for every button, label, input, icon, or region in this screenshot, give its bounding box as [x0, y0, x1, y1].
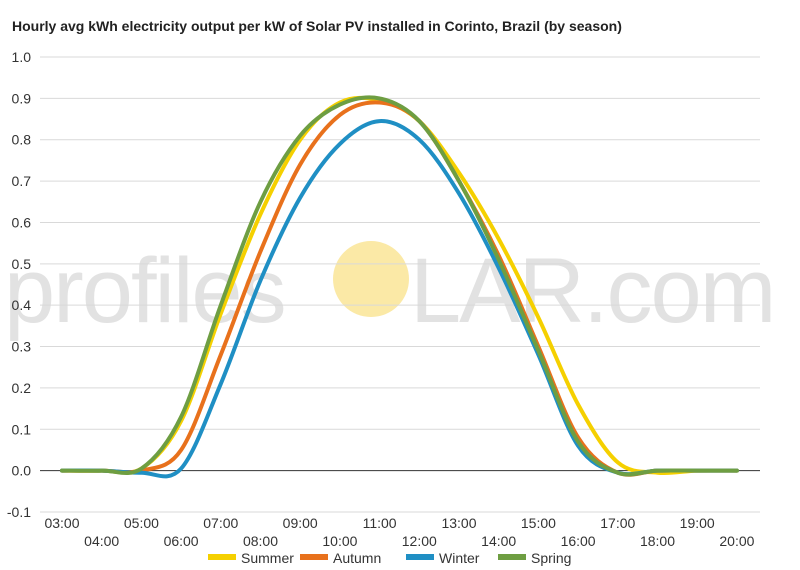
legend-item-summer: Summer: [208, 550, 294, 566]
legend-label: Summer: [241, 550, 294, 566]
y-tick-label: 1.0: [12, 49, 32, 65]
watermark-text-right: LAR.com: [410, 240, 774, 342]
series-lines: [60, 95, 739, 479]
x-tick-label: 13:00: [441, 515, 476, 531]
x-tick-label: 12:00: [402, 533, 437, 549]
x-tick-label: 05:00: [124, 515, 159, 531]
y-tick-label: 0.5: [12, 256, 32, 272]
x-tick-label: 16:00: [561, 533, 596, 549]
y-tick-label: 0.6: [12, 214, 32, 230]
watermark: profiles LAR.com: [4, 240, 776, 342]
watermark-sun-icon: [333, 241, 409, 317]
legend-swatch: [498, 554, 526, 560]
x-tick-label: 06:00: [164, 533, 199, 549]
x-tick-label: 04:00: [84, 533, 119, 549]
legend-label: Autumn: [333, 550, 381, 566]
y-tick-label: 0.4: [12, 297, 32, 313]
y-tick-label: 0.9: [12, 90, 32, 106]
x-tick-label: 07:00: [203, 515, 238, 531]
y-axis-tick-labels: 1.0 0.9 0.8 0.7 0.6 0.5 0.4 0.3 0.2 0.1 0.0 -0.1: [7, 49, 31, 520]
x-tick-label: 03:00: [44, 515, 79, 531]
grid-lines: [40, 56, 760, 513]
x-tick-label: 20:00: [719, 533, 754, 549]
x-tick-label: 19:00: [680, 515, 715, 531]
x-tick-label: 09:00: [283, 515, 318, 531]
y-tick-label: 0.2: [12, 380, 32, 396]
y-tick-label: 0.0: [12, 463, 32, 479]
x-tick-label: 18:00: [640, 533, 675, 549]
legend-swatch: [300, 554, 328, 560]
legend-item-winter: Winter: [406, 550, 480, 566]
x-tick-label: 10:00: [322, 533, 357, 549]
legend: Summer Autumn Winter Spring: [208, 550, 571, 566]
y-tick-label: -0.1: [7, 504, 31, 520]
y-tick-label: 0.1: [12, 421, 32, 437]
y-tick-label: 0.8: [12, 132, 32, 148]
x-tick-label: 17:00: [600, 515, 635, 531]
x-tick-label: 11:00: [363, 515, 397, 531]
legend-item-autumn: Autumn: [300, 550, 381, 566]
chart-title: Hourly avg kWh electricity output per kW…: [12, 18, 622, 34]
x-tick-label: 14:00: [481, 533, 516, 549]
x-tick-label: 15:00: [521, 515, 556, 531]
x-tick-label: 08:00: [243, 533, 278, 549]
legend-swatch: [208, 554, 236, 560]
series-line-spring: [60, 95, 739, 477]
legend-swatch: [406, 554, 434, 560]
legend-label: Spring: [531, 550, 571, 566]
y-tick-label: 0.7: [12, 173, 32, 189]
legend-item-spring: Spring: [498, 550, 571, 566]
legend-label: Winter: [439, 550, 480, 566]
y-tick-label: 0.3: [12, 339, 32, 355]
